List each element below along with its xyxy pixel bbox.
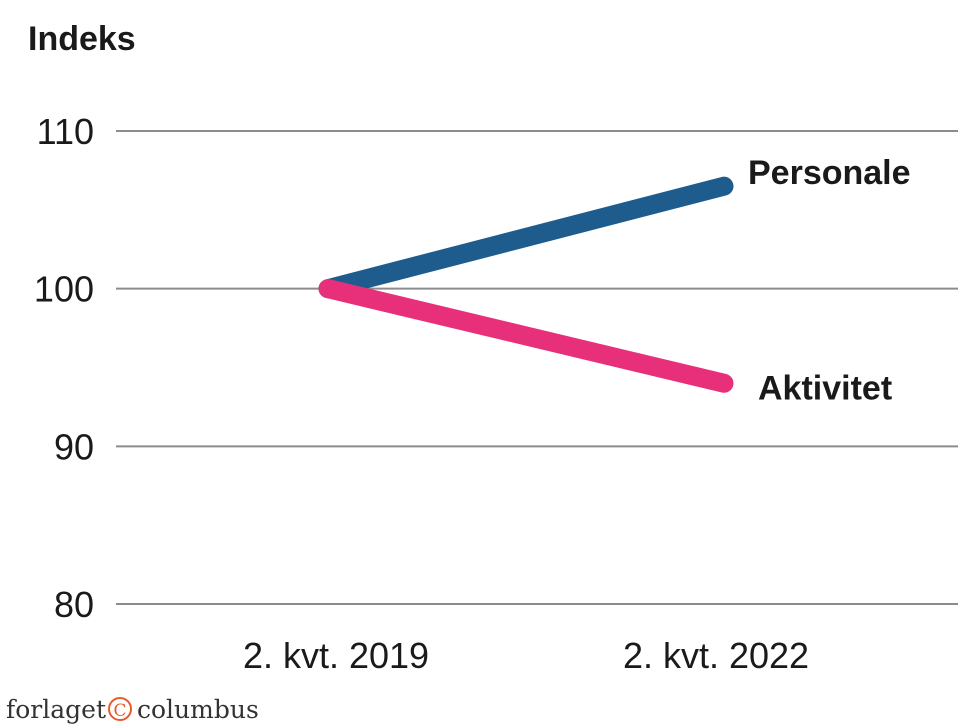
x-tick-label: 2. kvt. 2022 xyxy=(623,635,809,676)
copyright-circle-icon xyxy=(108,697,132,721)
y-tick-label: 110 xyxy=(37,111,94,152)
series-label-aktivitet: Aktivitet xyxy=(758,369,892,407)
y-tick-label: 100 xyxy=(34,269,94,310)
series-line-aktivitet xyxy=(318,279,734,393)
y-tick-labels: 80 90 100 110 xyxy=(34,111,94,625)
series-labels: Personale Aktivitet xyxy=(748,154,911,407)
copyright-letter: C xyxy=(113,701,126,721)
y-tick-label: 90 xyxy=(54,426,94,467)
y-axis-label: Indeks xyxy=(28,20,136,58)
series-line-personale xyxy=(318,176,734,299)
credit-right: columbus xyxy=(137,695,259,724)
series-lines xyxy=(318,176,734,393)
x-tick-labels: 2. kvt. 2019 2. kvt. 2022 xyxy=(243,635,809,676)
y-tick-label: 80 xyxy=(54,584,94,625)
credit-left: forlaget xyxy=(6,695,106,724)
gridlines xyxy=(116,130,958,605)
publisher-credit: forlaget C columbus xyxy=(6,695,259,724)
series-label-personale: Personale xyxy=(748,154,911,192)
x-tick-label: 2. kvt. 2019 xyxy=(243,635,429,676)
